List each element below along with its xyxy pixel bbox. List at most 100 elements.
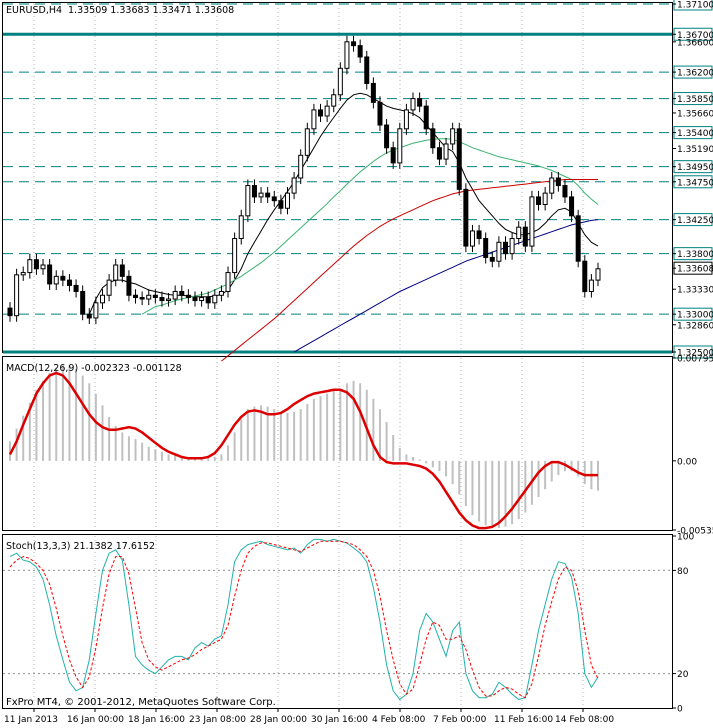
candle-body <box>417 98 423 107</box>
candle-body <box>337 67 343 96</box>
time-tick-label: 4 Feb 08:00 <box>372 715 426 725</box>
candle-body <box>529 196 535 247</box>
candle-body <box>423 105 429 130</box>
price-tick-label: 1.32500 <box>677 349 713 359</box>
candle-body <box>549 177 555 194</box>
stoch-tick-label: 0 <box>677 705 683 715</box>
price-tick-label: 1.34250 <box>677 216 713 226</box>
candle-body <box>60 275 66 281</box>
candle-body <box>542 192 548 205</box>
stoch-main-line <box>9 538 599 701</box>
candle-body <box>496 241 502 262</box>
price-tick-label: 1.35850 <box>677 95 713 105</box>
price-tick-label: 1.37100 <box>677 1 713 11</box>
candle-body <box>251 185 257 198</box>
candle-body <box>166 298 172 302</box>
candle-body <box>245 185 251 217</box>
price-tick-label: 1.33608 <box>677 265 713 275</box>
candle-body <box>298 154 304 179</box>
ma-slow-line <box>221 179 598 362</box>
candle-body <box>450 128 456 145</box>
macd-tick-label: -0.00535 <box>677 527 713 537</box>
chart-header-ohlc: 1.33509 1.33683 1.33471 1.33608 <box>68 5 234 16</box>
candle-body <box>119 264 125 277</box>
candle-body <box>265 192 271 198</box>
macd-signal-line <box>8 371 598 530</box>
candle-body <box>390 147 396 164</box>
candle-body <box>291 177 297 194</box>
candle-body <box>66 279 72 286</box>
price-tick-label: 1.35660 <box>677 109 713 119</box>
candle-body <box>575 215 581 262</box>
time-axis: 11 Jan 2013 16 Jan 00:00 18 Jan 16:00 23 Ja… <box>4 708 614 725</box>
stoch-tick-label: 80 <box>677 567 689 577</box>
candle-body <box>318 109 324 117</box>
candle-body <box>238 215 244 240</box>
candle-body <box>384 124 390 149</box>
candle-body <box>562 185 568 198</box>
price-tick-label: 1.33800 <box>677 250 713 260</box>
candle-body <box>536 196 542 205</box>
candlesticks <box>7 35 601 325</box>
candle-body <box>516 226 522 240</box>
candle-body <box>463 188 469 247</box>
macd-panel-frame <box>2 356 673 531</box>
candle-body <box>483 238 489 258</box>
price-tick-label: 1.36700 <box>677 31 713 41</box>
candle-body <box>53 275 59 285</box>
price-tick-label: 1.35190 <box>677 145 713 155</box>
candle-body <box>351 41 357 47</box>
candle-body <box>278 200 284 209</box>
stoch-tick-label: 20 <box>677 670 689 680</box>
candle-body <box>258 192 264 198</box>
candle-body <box>99 294 105 304</box>
candle-body <box>225 272 231 292</box>
time-tick-label: 14 Feb 08:00 <box>555 715 614 725</box>
candle-body <box>40 264 46 270</box>
candle-body <box>139 297 145 300</box>
candle-body <box>199 297 205 302</box>
candle-body <box>522 226 528 247</box>
candle-body <box>489 256 495 262</box>
candle-body <box>410 98 416 111</box>
candle-body <box>503 241 509 255</box>
candle-body <box>86 313 92 319</box>
stoch-header: Stoch(13,3,3) 21.1382 17.6152 <box>6 541 155 552</box>
candle-body <box>476 230 482 240</box>
ma-long-line <box>293 219 599 353</box>
time-tick-label: 16 Jan 00:00 <box>67 715 124 725</box>
price-tick-label: 1.36200 <box>677 69 713 79</box>
candle-body <box>172 290 178 300</box>
time-tick-label: 28 Jan 00:00 <box>250 715 307 725</box>
candle-body <box>443 143 449 160</box>
candle-body <box>357 45 363 58</box>
chart-header-symbol: EURUSD,H4 <box>6 5 62 16</box>
candle-body <box>403 109 409 130</box>
candle-body <box>436 147 442 160</box>
candle-body <box>397 128 403 164</box>
candle-body <box>370 82 376 103</box>
candle-body <box>569 196 575 217</box>
candle-body <box>212 294 218 304</box>
price-tick-label: 1.32860 <box>677 321 713 331</box>
candle-body <box>364 56 370 84</box>
stoch-panel-frame <box>2 534 673 709</box>
candle-body <box>205 297 211 304</box>
candle-body <box>106 279 112 296</box>
candle-body <box>192 297 198 302</box>
candle-body <box>430 128 436 149</box>
candle-body <box>469 230 475 247</box>
candle-body <box>344 41 350 69</box>
candle-body <box>456 128 462 190</box>
candle-body <box>14 274 20 317</box>
time-tick-label: 7 Feb 00:00 <box>433 715 487 725</box>
time-tick-label: 23 Jan 08:00 <box>189 715 246 725</box>
candle-body <box>588 279 594 292</box>
candle-body <box>304 128 310 156</box>
time-tick-label: 11 Feb 16:00 <box>494 715 553 725</box>
price-tick-label: 1.33330 <box>677 286 713 296</box>
candle-body <box>232 238 238 274</box>
candle-body <box>185 294 191 299</box>
